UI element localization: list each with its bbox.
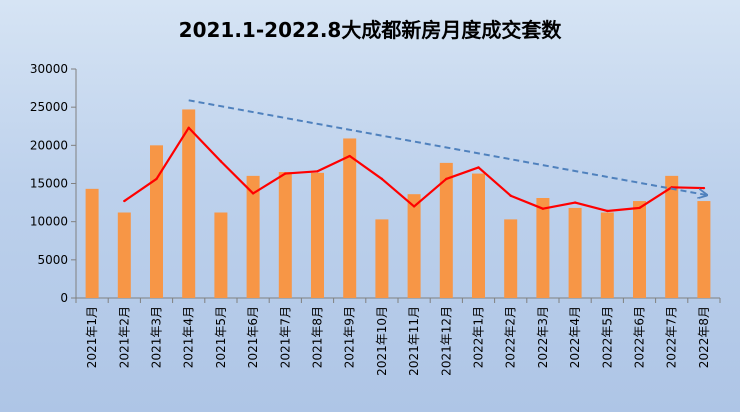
y-tick-label: 25000 [30,100,68,114]
bar [536,198,550,298]
line-point [573,201,577,204]
bar [407,194,421,298]
bar [117,212,131,298]
y-tick-label: 0 [60,291,68,305]
line-point [316,170,319,173]
x-tick-label: 2021年6月 [246,306,260,368]
line-point [219,160,223,163]
line-point [123,199,126,203]
bar [182,109,196,298]
bar [568,207,582,298]
x-tick-label: 2022年7月 [665,306,679,368]
bar [343,138,357,298]
line-point [541,207,545,210]
line-point [638,206,641,210]
y-tick-label: 5000 [37,253,68,267]
x-tick-label: 2022年5月 [600,306,614,368]
line-point [445,177,448,181]
y-tick-label: 10000 [30,215,68,229]
x-tick-label: 2022年6月 [633,306,647,368]
line-point [155,177,158,181]
bar [697,201,711,298]
x-tick-label: 2021年10月 [375,306,389,376]
x-tick-label: 2022年1月 [472,306,486,368]
y-tick-label: 15000 [30,177,68,191]
line-point [509,194,512,197]
line-point [348,154,351,158]
bar [600,212,614,298]
x-tick-label: 2021年1月 [85,306,99,368]
x-tick-label: 2021年5月 [214,306,228,368]
x-tick-label: 2021年2月 [117,306,131,368]
x-tick-label: 2021年9月 [343,306,357,368]
bar [85,188,99,298]
line-point [284,172,287,175]
y-tick-label: 20000 [30,138,68,152]
bar [214,212,228,298]
line-point [606,209,609,213]
x-tick-label: 2022年8月 [697,306,711,368]
x-tick-label: 2021年7月 [278,306,292,368]
bar [375,219,389,298]
y-tick-label: 30000 [30,62,68,76]
bar [665,175,679,298]
x-tick-label: 2021年8月 [311,306,325,368]
x-tick-label: 2022年4月 [568,306,582,368]
x-tick-label: 2022年2月 [504,306,518,368]
bar [278,172,292,298]
x-tick-label: 2022年3月 [536,306,550,368]
line-point [251,192,255,195]
bar [504,219,518,298]
x-tick-label: 2021年12月 [439,306,453,376]
bar [439,162,453,298]
line-point [187,126,190,129]
trend-arrow [188,99,706,195]
x-tick-label: 2021年4月 [182,306,196,368]
line-point [702,186,706,190]
bar [311,172,324,298]
x-tick-label: 2021年3月 [150,306,164,368]
chart-title: 2021.1-2022.8大成都新房月度成交套数 [178,18,562,42]
line-point [412,205,416,208]
bar [472,173,485,298]
line-point [477,166,480,169]
x-tick-label: 2021年11月 [407,306,421,376]
bar [633,201,646,298]
bar [246,175,260,298]
bar [150,145,163,298]
line-point [380,177,384,181]
